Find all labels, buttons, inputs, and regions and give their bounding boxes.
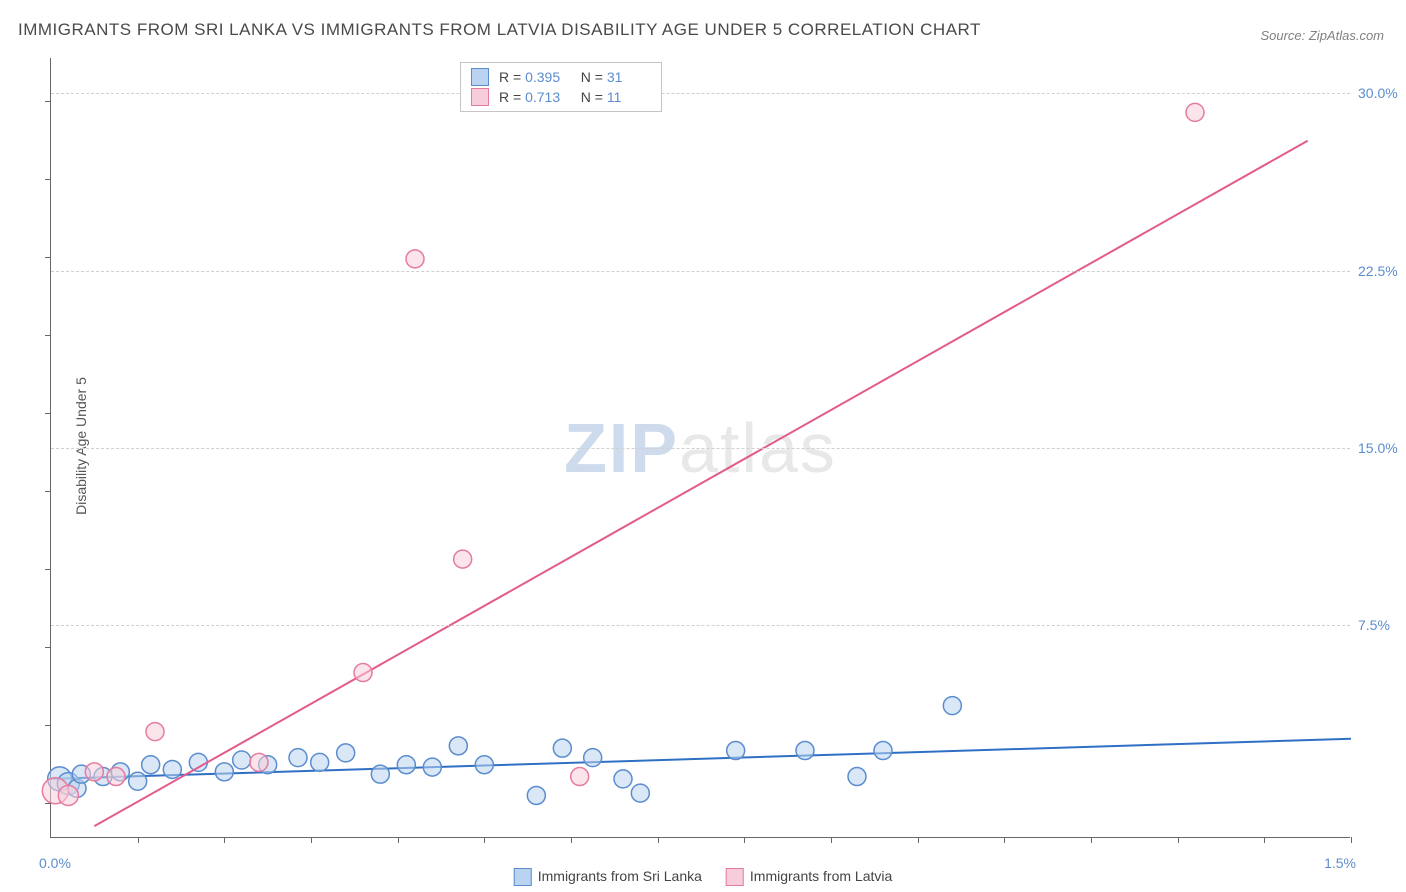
y-tick-mark [45,413,51,414]
x-tick-mark [918,837,919,843]
data-point [848,768,866,786]
data-point [311,753,329,771]
x-tick-mark [311,837,312,843]
stats-legend-row: R = 0.713 N = 11 [471,87,651,107]
data-point [107,768,125,786]
x-tick-mark [138,837,139,843]
y-tick-mark [45,335,51,336]
y-tick-mark [45,569,51,570]
y-tick-label: 30.0% [1358,85,1406,101]
x-tick-mark [224,837,225,843]
data-point [553,739,571,757]
x-tick-mark [1178,837,1179,843]
legend-swatch [514,868,532,886]
x-tick-mark [571,837,572,843]
legend-swatch [726,868,744,886]
stats-legend-text: R = 0.395 N = 31 [499,69,651,85]
y-tick-mark [45,179,51,180]
data-point [571,768,589,786]
x-tick-mark [484,837,485,843]
data-point [233,751,251,769]
data-point [129,772,147,790]
data-point [354,664,372,682]
x-tick-mark [1264,837,1265,843]
legend-item: Immigrants from Sri Lanka [514,868,702,886]
y-tick-mark [45,725,51,726]
source-attribution: Source: ZipAtlas.com [1260,28,1384,43]
data-point [796,742,814,760]
x-axis-origin-label: 0.0% [39,855,71,871]
data-point [527,786,545,804]
y-tick-mark [45,803,51,804]
data-point [943,697,961,715]
gridline [51,448,1350,449]
legend-item: Immigrants from Latvia [726,868,892,886]
legend-swatch [471,68,489,86]
data-point [142,756,160,774]
data-point [85,763,103,781]
y-tick-label: 7.5% [1358,617,1406,633]
chart-plot-area: ZIPatlas 0.0% 1.5% 7.5%15.0%22.5%30.0% [50,58,1350,838]
data-point [614,770,632,788]
data-point [337,744,355,762]
data-point [58,785,78,805]
data-point [584,749,602,767]
y-tick-mark [45,491,51,492]
data-point [423,758,441,776]
data-point [1186,103,1204,121]
x-tick-mark [744,837,745,843]
trend-line [94,141,1307,826]
y-tick-mark [45,101,51,102]
data-point [289,749,307,767]
data-point [397,756,415,774]
gridline [51,93,1350,94]
chart-title: IMMIGRANTS FROM SRI LANKA VS IMMIGRANTS … [18,20,981,40]
data-point [371,765,389,783]
data-point [406,250,424,268]
x-axis-max-label: 1.5% [1324,855,1356,871]
data-point [631,784,649,802]
data-point [163,760,181,778]
stats-legend: R = 0.395 N = 31 R = 0.713 N = 11 [460,62,662,112]
gridline [51,271,1350,272]
data-point [189,753,207,771]
data-point [215,763,233,781]
legend-label: Immigrants from Sri Lanka [538,868,702,884]
legend-label: Immigrants from Latvia [750,868,892,884]
x-tick-mark [658,837,659,843]
data-point [454,550,472,568]
x-tick-mark [398,837,399,843]
y-tick-mark [45,257,51,258]
data-point [250,753,268,771]
stats-legend-row: R = 0.395 N = 31 [471,67,651,87]
data-point [475,756,493,774]
y-tick-label: 22.5% [1358,263,1406,279]
x-tick-mark [1091,837,1092,843]
data-point [874,742,892,760]
x-tick-mark [1351,837,1352,843]
data-point [146,723,164,741]
y-tick-mark [45,647,51,648]
gridline [51,625,1350,626]
y-tick-label: 15.0% [1358,440,1406,456]
data-point [727,742,745,760]
x-tick-mark [1004,837,1005,843]
data-point [449,737,467,755]
x-tick-mark [831,837,832,843]
stats-legend-text: R = 0.713 N = 11 [499,89,651,105]
series-legend: Immigrants from Sri Lanka Immigrants from… [514,868,893,886]
legend-swatch [471,88,489,106]
